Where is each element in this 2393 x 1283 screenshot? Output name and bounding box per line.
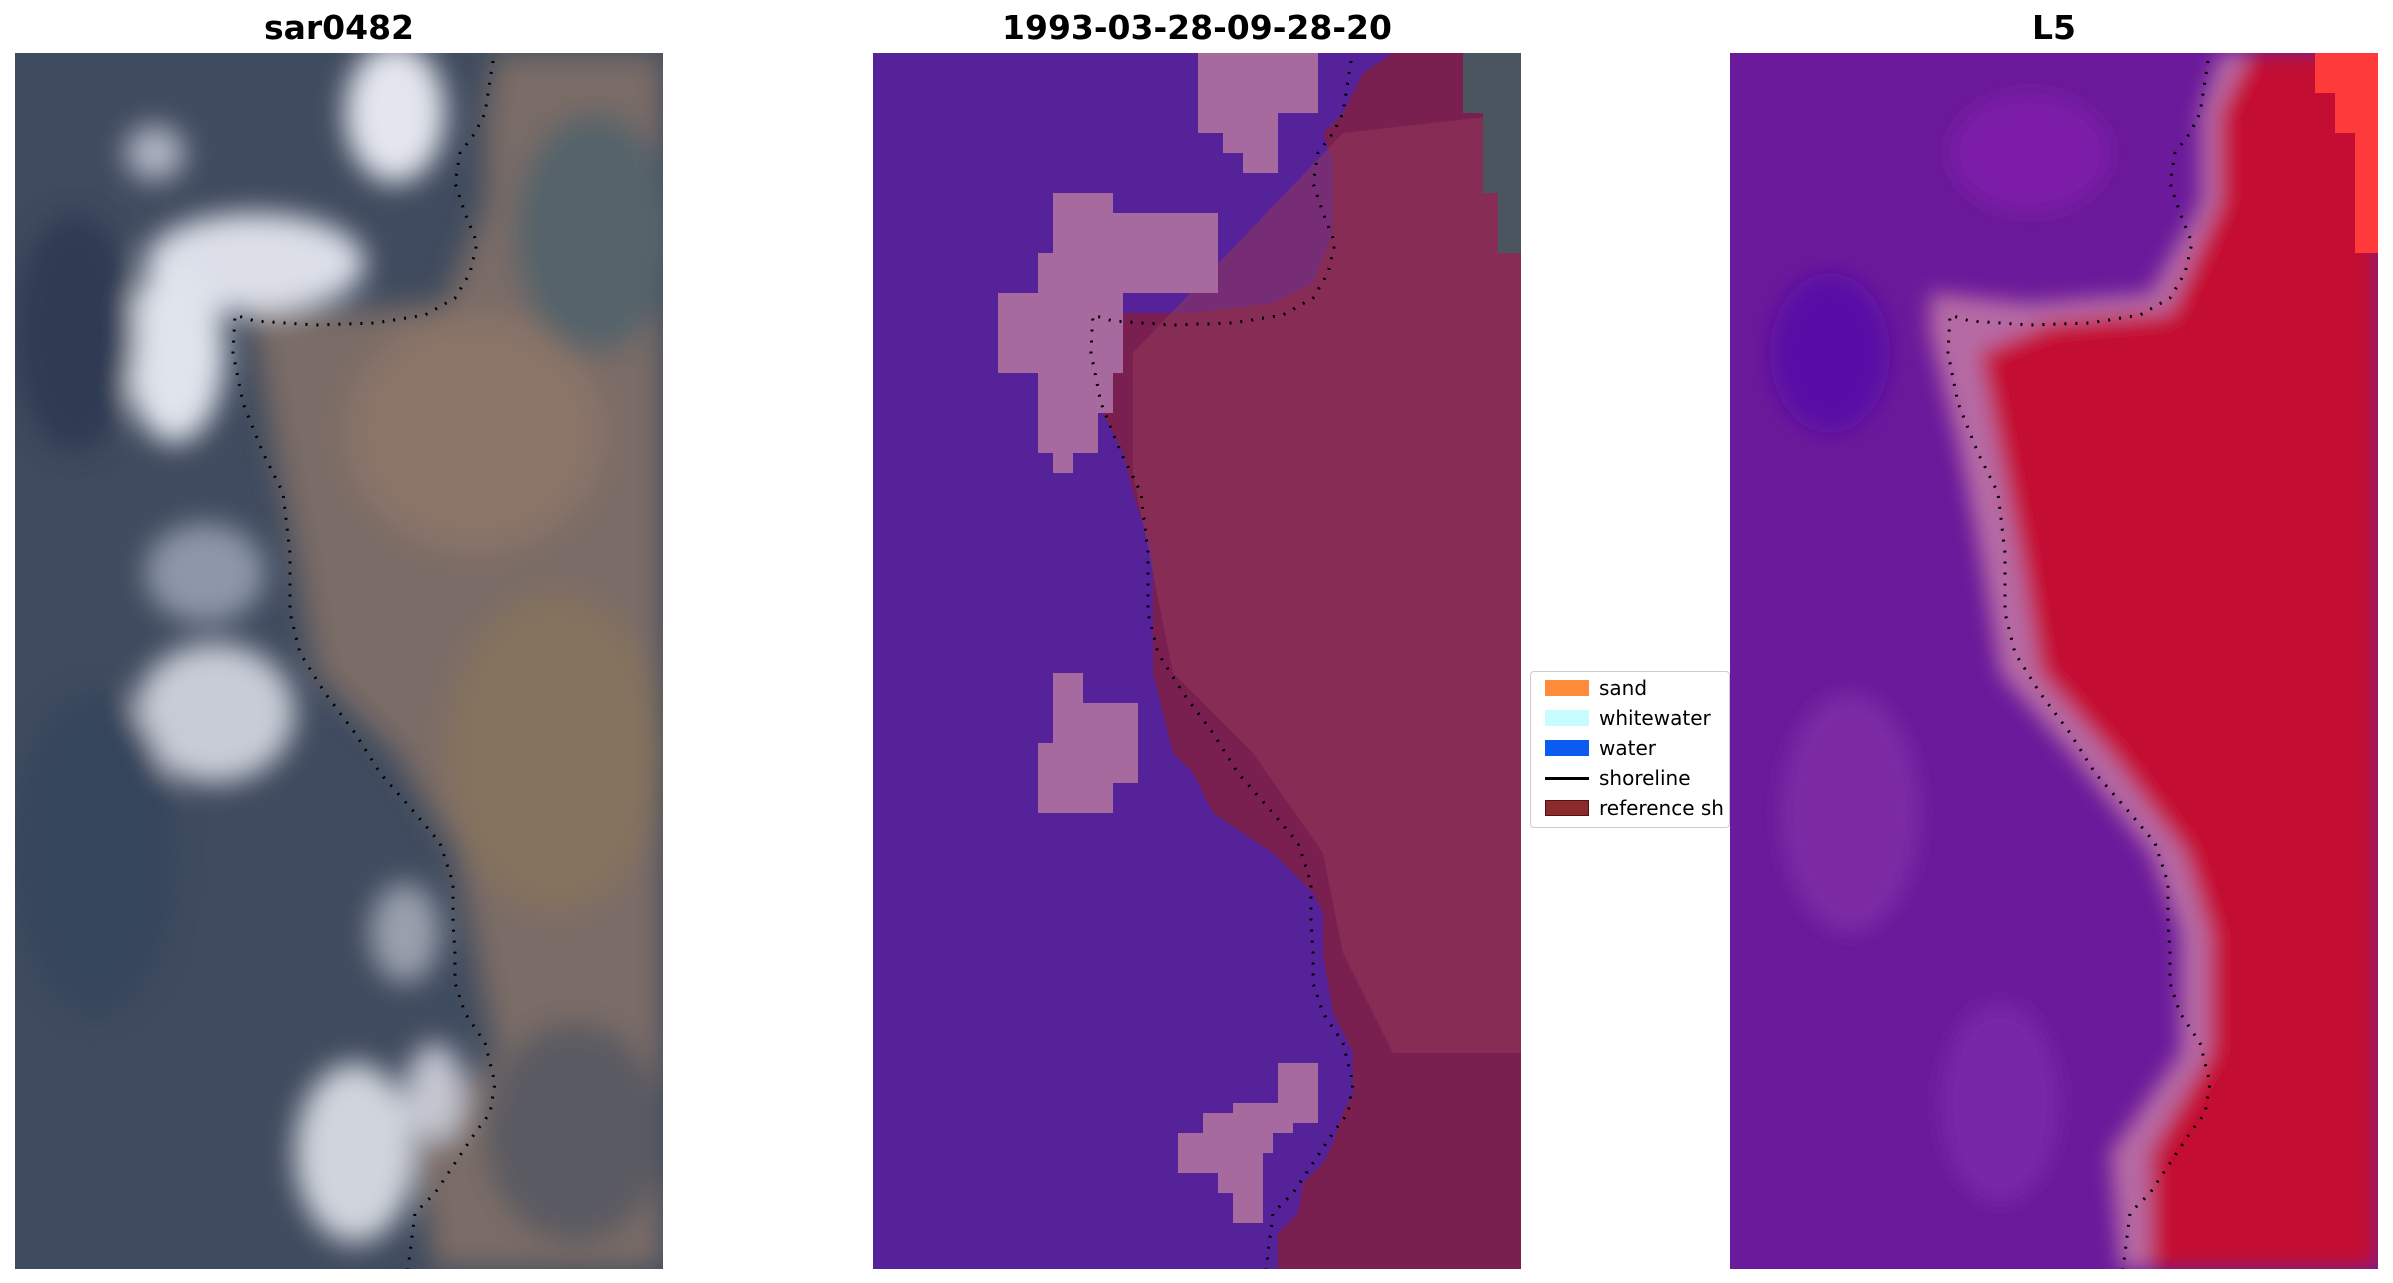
legend-item-water: water: [1537, 735, 1729, 761]
legend-label: water: [1599, 736, 1656, 760]
legend-item-sand: sand: [1537, 675, 1729, 701]
shoreline-line-swatch: [1545, 777, 1589, 780]
index-map-panel: [1730, 53, 2378, 1269]
sand-swatch: [1545, 680, 1589, 696]
legend-item-whitewater: whitewater: [1537, 705, 1729, 731]
classification-panel: [873, 53, 1521, 1269]
legend-item-reference-shoreline: reference sh: [1537, 795, 1729, 821]
panel-title-l5: L5: [2032, 8, 2076, 47]
water-swatch: [1545, 740, 1589, 756]
whitewater-swatch: [1545, 710, 1589, 726]
legend: sand whitewater water shoreline referenc…: [1530, 671, 1730, 828]
legend-label: shoreline: [1599, 766, 1691, 790]
reference-shoreline-swatch: [1545, 800, 1589, 816]
legend-label: reference sh: [1599, 796, 1724, 820]
shoreline-dotted: [231, 60, 497, 1269]
panel-title-date: 1993-03-28-09-28-20: [1002, 8, 1392, 47]
rgb-image-panel: [15, 53, 663, 1269]
shoreline-dotted: [1946, 60, 2212, 1269]
legend-label: whitewater: [1599, 706, 1711, 730]
shoreline-dotted: [1089, 60, 1355, 1269]
panel-title-sar0482: sar0482: [263, 8, 415, 47]
legend-label: sand: [1599, 676, 1648, 700]
legend-item-shoreline: shoreline: [1537, 765, 1729, 791]
